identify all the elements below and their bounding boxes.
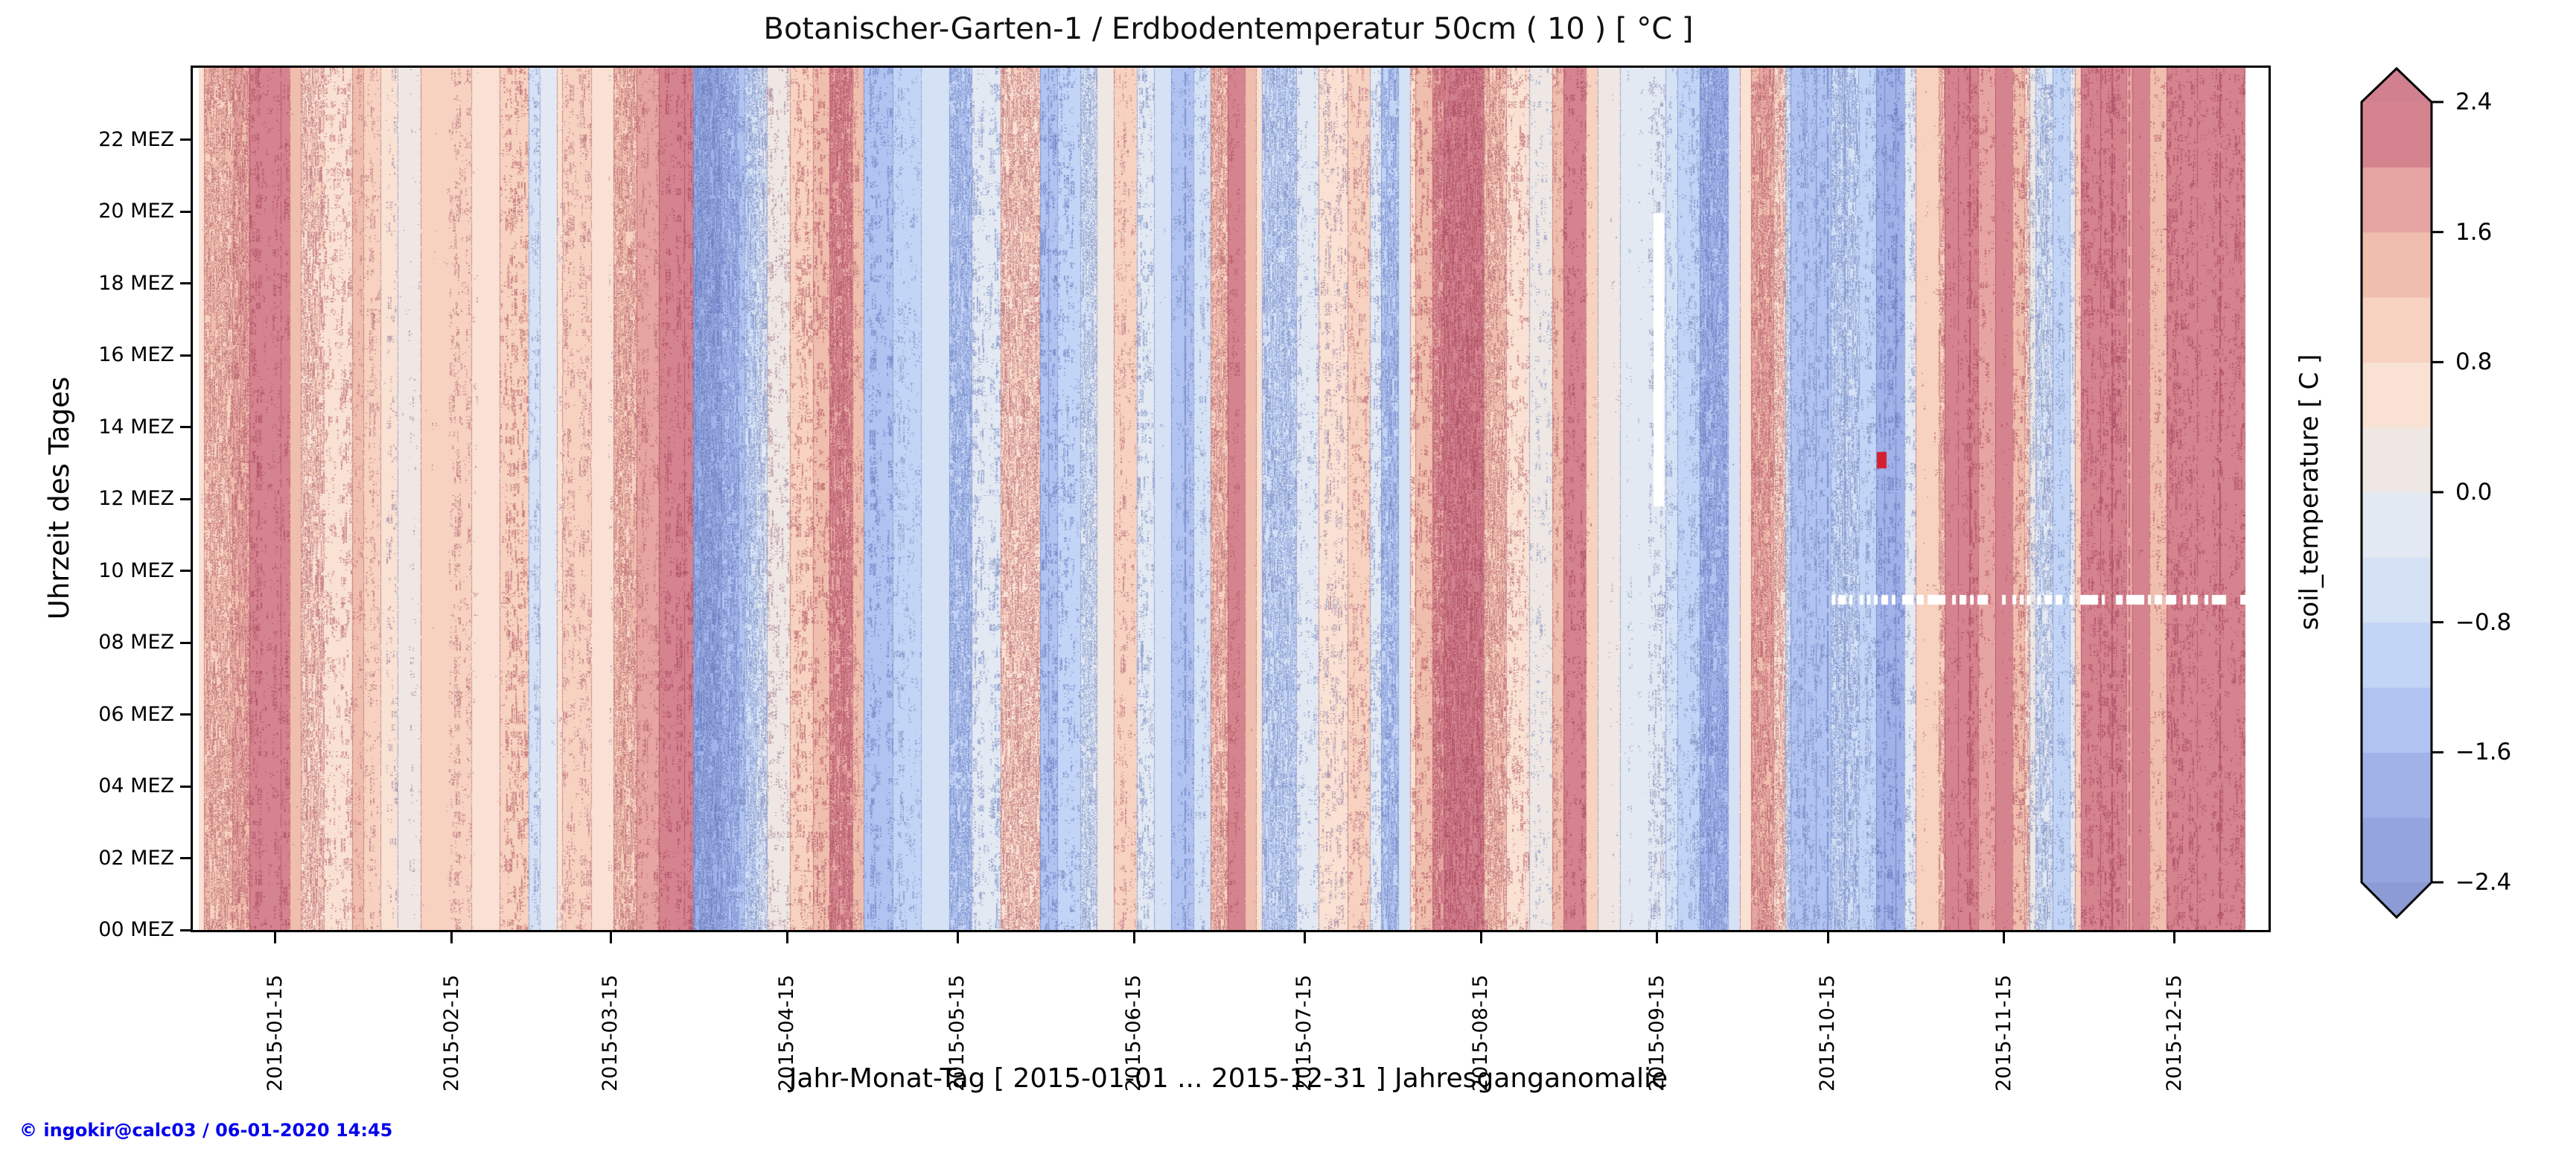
x-tick-mark: [450, 932, 453, 943]
y-tick-label: 06 MEZ: [98, 702, 174, 726]
colorbar-tick-label: 0.0: [2455, 479, 2493, 506]
x-tick-mark: [609, 932, 612, 943]
colorbar-band: [2362, 817, 2432, 883]
plot-area: [191, 66, 2271, 932]
y-tick-mark: [180, 497, 191, 500]
x-tick-mark: [2173, 932, 2176, 943]
y-tick-label: 18 MEZ: [98, 271, 174, 295]
colorbar-tick-label: 1.6: [2455, 218, 2493, 246]
credit-text: © ingokir@calc03 / 06-01-2020 14:45: [19, 1120, 393, 1141]
x-tick-mark: [785, 932, 788, 943]
colorbar-tick-label: −2.4: [2455, 869, 2512, 896]
y-tick-mark: [180, 282, 191, 284]
x-tick-mark: [1132, 932, 1135, 943]
y-tick-label: 16 MEZ: [98, 343, 174, 366]
colorbar-band: [2362, 167, 2432, 233]
heatmap-canvas: [193, 68, 2269, 930]
y-tick-label: 02 MEZ: [98, 846, 174, 870]
colorbar-over-arrow: [2362, 69, 2432, 102]
colorbar-label: soil_temperature [ C ]: [2295, 354, 2324, 631]
y-tick-mark: [180, 570, 191, 572]
y-tick-label: 08 MEZ: [98, 631, 174, 654]
x-tick-mark: [956, 932, 959, 943]
colorbar-band: [2362, 232, 2432, 298]
y-tick-mark: [180, 641, 191, 644]
x-tick-mark: [1656, 932, 1659, 943]
colorbar-band: [2362, 557, 2432, 623]
colorbar-tick-label: −0.8: [2455, 608, 2512, 636]
colorbar-band: [2362, 492, 2432, 558]
colorbar-tick-label: 2.4: [2455, 89, 2493, 115]
colorbar: [2360, 66, 2443, 920]
colorbar-band: [2362, 752, 2432, 818]
y-tick-mark: [180, 426, 191, 428]
y-tick-label: 12 MEZ: [98, 487, 174, 510]
colorbar-band: [2362, 622, 2432, 688]
x-tick-mark: [2003, 932, 2006, 943]
y-tick-mark: [180, 857, 191, 859]
y-tick-label: 20 MEZ: [98, 200, 174, 223]
y-tick-mark: [180, 928, 191, 931]
x-axis-label: Jahr-Monat-Tag [ 2015-01-01 ... 2015-12-…: [788, 1063, 1668, 1094]
colorbar-band: [2362, 362, 2432, 428]
y-tick-mark: [180, 138, 191, 141]
y-tick-label: 10 MEZ: [98, 558, 174, 582]
chart-title: Botanischer-Garten-1 / Erdbodentemperatu…: [763, 12, 1694, 46]
x-tick-mark: [1826, 932, 1829, 943]
colorbar-tick-label: −1.6: [2455, 739, 2512, 766]
colorbar-band: [2362, 427, 2432, 493]
colorbar-tick-label: 0.8: [2455, 348, 2493, 376]
x-tick-mark: [1479, 932, 1482, 943]
y-tick-mark: [180, 785, 191, 788]
y-tick-label: 22 MEZ: [98, 127, 174, 151]
y-tick-label: 00 MEZ: [98, 918, 174, 941]
y-axis-label: Uhrzeit des Tages: [43, 376, 75, 620]
colorbar-band: [2362, 102, 2432, 168]
y-tick-mark: [180, 354, 191, 357]
y-tick-mark: [180, 210, 191, 213]
y-tick-mark: [180, 713, 191, 716]
y-tick-label: 04 MEZ: [98, 774, 174, 797]
x-tick-mark: [274, 932, 277, 943]
y-tick-label: 14 MEZ: [98, 415, 174, 439]
colorbar-under-arrow: [2362, 882, 2432, 917]
colorbar-band: [2362, 687, 2432, 753]
x-tick-mark: [1303, 932, 1306, 943]
colorbar-band: [2362, 297, 2432, 363]
